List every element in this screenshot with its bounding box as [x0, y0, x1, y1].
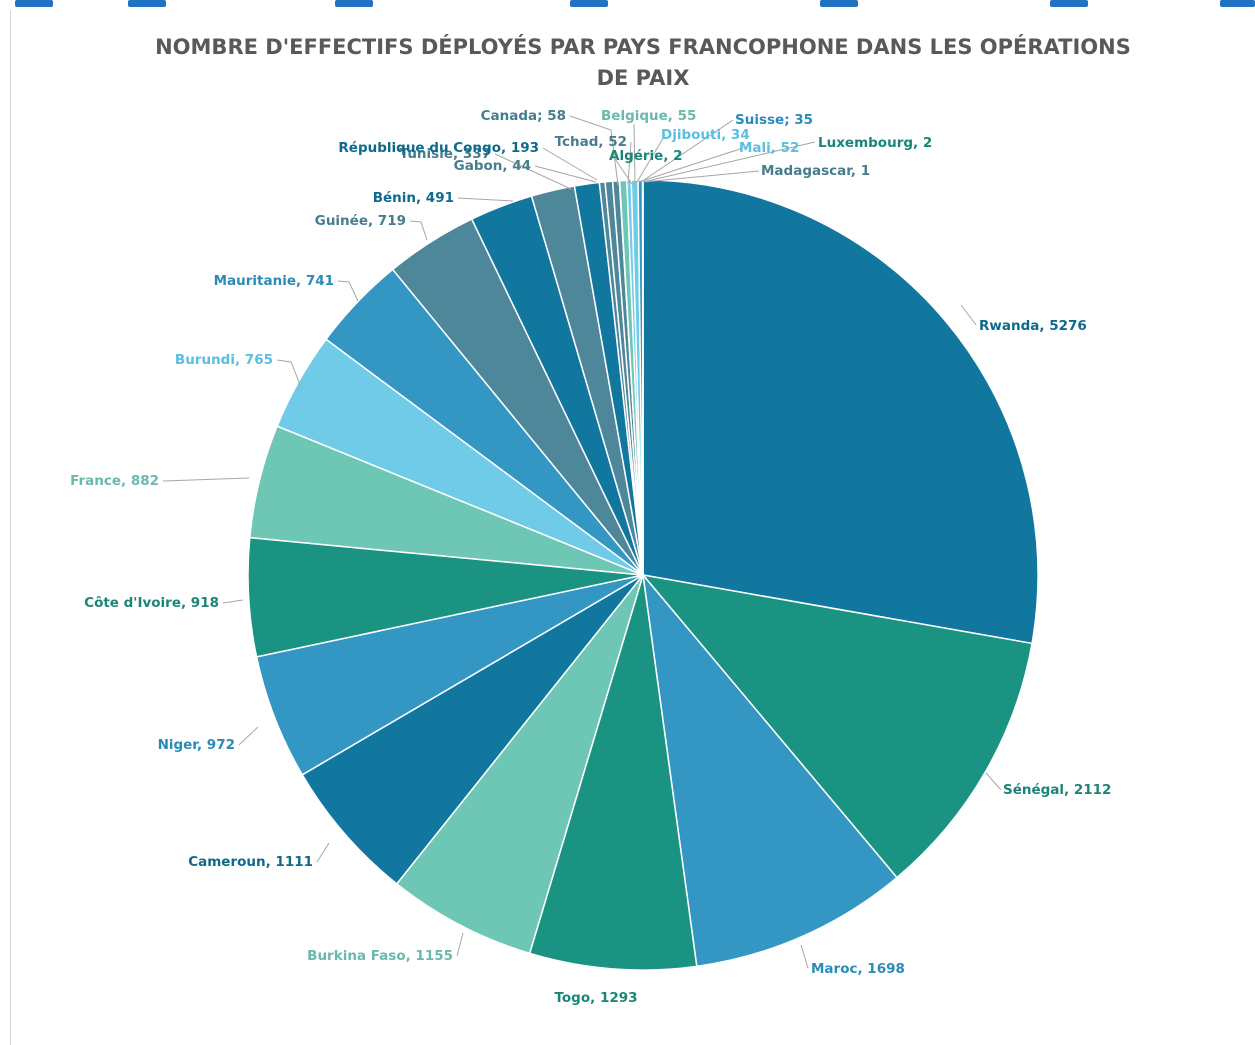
leader-line [633, 123, 636, 184]
pie-slice [301, 574, 644, 885]
data-label: Togo, 1293 [554, 990, 637, 1006]
pie-slice [528, 574, 698, 971]
data-label: Madagascar, 1 [761, 163, 870, 179]
leader-line [316, 842, 330, 863]
leader-line [569, 115, 619, 186]
leader-line [960, 304, 977, 326]
leader-line [643, 170, 760, 183]
data-label: République du Congo, 193 [338, 140, 539, 156]
top-strip-dash [570, 0, 608, 7]
top-strip-dash [335, 0, 373, 7]
top-strip-dash [128, 0, 166, 7]
leader-line [612, 155, 633, 185]
leader-line [238, 726, 259, 746]
leader-line [222, 599, 244, 604]
top-strip-dash [820, 0, 858, 7]
leader-line [636, 134, 666, 183]
top-strip [0, 0, 1255, 8]
data-label: Niger, 972 [158, 737, 235, 753]
data-label: Gabon, 44 [454, 158, 531, 174]
leader-line [457, 197, 514, 202]
leader-line [627, 141, 632, 185]
leader-line [542, 147, 598, 181]
leader-line [985, 772, 1002, 791]
pie-slice [641, 573, 1033, 879]
chart-frame: NOMBRE D'EFFECTIFS DÉPLOYÉS PAR PAYS FRA… [10, 10, 1255, 1045]
data-label: Canada; 58 [481, 108, 566, 124]
pie-slice [395, 574, 644, 955]
data-label: Cameroun, 1111 [188, 854, 313, 870]
data-label: Rwanda, 5276 [979, 318, 1087, 334]
data-label: Maroc, 1698 [811, 961, 905, 977]
data-label: Guinée, 719 [315, 213, 406, 229]
leader-line [276, 359, 302, 388]
leader-line [409, 220, 428, 241]
leader-line [534, 165, 597, 183]
data-label: Mali, 52 [739, 140, 799, 156]
data-label: Belgique, 55 [601, 108, 696, 124]
top-strip-dash [1050, 0, 1088, 7]
pie-slice [642, 179, 1039, 645]
leader-lines [162, 115, 1002, 969]
leader-line [494, 153, 572, 190]
pie-slices [247, 179, 1039, 971]
pie-slice [641, 572, 898, 968]
data-label: Bénin, 491 [373, 190, 454, 206]
leader-line [800, 944, 809, 969]
data-label: Suisse; 35 [735, 112, 813, 128]
chart-title-line-1: NOMBRE D'EFFECTIFS DÉPLOYÉS PAR PAYS FRA… [155, 34, 1131, 59]
data-labels: Rwanda, 5276 Sénégal, 2112 Maroc, 1698 Togo… [70, 108, 1111, 1006]
top-strip-dash [1220, 0, 1255, 7]
data-label: Tchad, 52 [555, 134, 627, 150]
chart-title-line-2: DE PAIX [597, 66, 690, 90]
data-label: Tunisie, 337 [400, 146, 491, 162]
data-label: Burundi, 765 [175, 352, 273, 368]
data-label: Luxembourg, 2 [818, 135, 932, 151]
data-label: Sénégal, 2112 [1003, 782, 1111, 798]
data-label: France, 882 [70, 473, 159, 489]
leader-line [638, 147, 744, 183]
leader-line [456, 932, 464, 957]
leader-line [640, 119, 734, 183]
data-label: Mauritanie, 741 [214, 273, 334, 289]
data-label: Djibouti, 34 [661, 127, 750, 143]
leader-line [642, 141, 816, 183]
leader-line [162, 477, 250, 482]
data-label: Burkina Faso, 1155 [307, 948, 453, 964]
top-strip-dash [15, 0, 53, 7]
leader-line [337, 280, 359, 302]
pie-chart: NOMBRE D'EFFECTIFS DÉPLOYÉS PAR PAYS FRA… [70, 34, 1131, 1006]
data-label: Côte d'Ivoire, 918 [84, 595, 219, 611]
data-label: Algérie, 2 [609, 148, 683, 164]
